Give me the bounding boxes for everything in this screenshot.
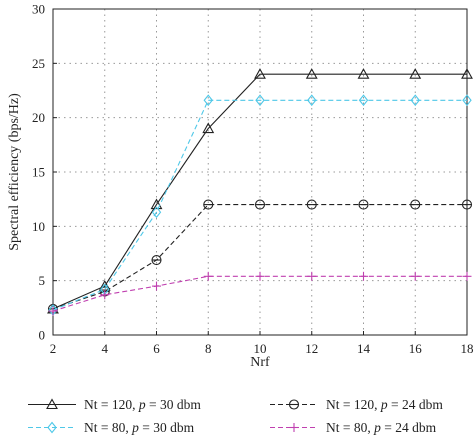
series-line (52, 73, 467, 310)
triangle-marker (46, 398, 58, 410)
legend-item-2: Nt = 120, p = 24 dbm (270, 397, 443, 412)
x-axis-label: Nrf (250, 355, 270, 370)
plus-marker (203, 271, 213, 281)
legend-label: Nt = 120, p = 30 dbm (84, 397, 201, 412)
y-tick-label: 20 (32, 110, 45, 125)
x-tick-label: 12 (305, 341, 318, 356)
circle-marker (151, 254, 162, 266)
series-4 (48, 271, 472, 316)
circle-marker (461, 199, 473, 210)
triangle-marker (461, 68, 473, 79)
diamond-marker (410, 94, 420, 107)
legend-label: Nt = 80, p = 30 dbm (84, 420, 195, 435)
plus-marker (152, 281, 161, 291)
series-group (47, 68, 473, 316)
plus-marker (359, 271, 368, 281)
series-3 (48, 94, 472, 316)
diamond-marker (151, 206, 162, 219)
diamond-marker (358, 94, 369, 107)
diamond-marker (255, 94, 265, 107)
y-tick-label: 0 (39, 328, 46, 343)
legend-label: Nt = 120, p = 24 dbm (326, 397, 443, 412)
legend: Nt = 120, p = 30 dbm Nt = 120, p = 24 dbm… (28, 397, 443, 435)
y-tick-label: 10 (32, 219, 45, 234)
triangle-marker (357, 68, 370, 79)
axis-ticks: 2 4 6 8 10 12 14 16 18 0 5 10 15 20 25 30 (32, 2, 474, 357)
y-axis-label: Spectral efficiency (bps/Hz) (7, 93, 22, 251)
triangle-marker (409, 68, 422, 79)
triangle-marker (202, 122, 215, 134)
plus-marker (462, 271, 472, 281)
x-tick-label: 6 (153, 341, 160, 356)
triangle-marker (150, 198, 163, 210)
plus-marker (289, 423, 299, 432)
plus-marker (100, 290, 110, 300)
x-tick-label: 16 (409, 341, 423, 356)
x-tick-label: 18 (461, 341, 474, 356)
series-line (52, 99, 467, 311)
x-tick-label: 8 (205, 341, 212, 356)
diamond-marker (203, 94, 213, 107)
triangle-marker (254, 68, 266, 79)
y-tick-label: 15 (32, 165, 45, 180)
diamond-marker (462, 94, 472, 107)
series-line (52, 275, 467, 312)
triangle-marker (305, 68, 318, 79)
plus-marker (410, 271, 420, 281)
legend-item-3: Nt = 80, p = 30 dbm (28, 420, 195, 435)
circle-marker (358, 199, 369, 210)
plus-marker (48, 306, 58, 316)
x-tick-label: 14 (357, 341, 371, 356)
plus-marker (255, 271, 265, 281)
x-tick-label: 2 (50, 341, 57, 356)
legend-item-4: Nt = 80, p = 24 dbm (270, 420, 437, 435)
plus-marker (307, 271, 317, 281)
circle-marker (254, 199, 266, 210)
circle-marker (203, 199, 214, 210)
circle-marker (306, 199, 317, 210)
legend-item-1: Nt = 120, p = 30 dbm (28, 397, 201, 412)
y-tick-label: 30 (32, 2, 45, 17)
grid (53, 9, 467, 335)
circle-marker (410, 199, 421, 210)
x-tick-label: 10 (254, 341, 267, 356)
y-tick-label: 5 (39, 273, 46, 288)
y-tick-label: 25 (32, 56, 45, 71)
x-tick-label: 4 (102, 341, 109, 356)
plot-frame (52, 8, 468, 336)
legend-label: Nt = 80, p = 24 dbm (326, 420, 437, 435)
circle-marker (288, 399, 300, 410)
diamond-marker (47, 421, 57, 434)
diamond-marker (307, 94, 317, 107)
